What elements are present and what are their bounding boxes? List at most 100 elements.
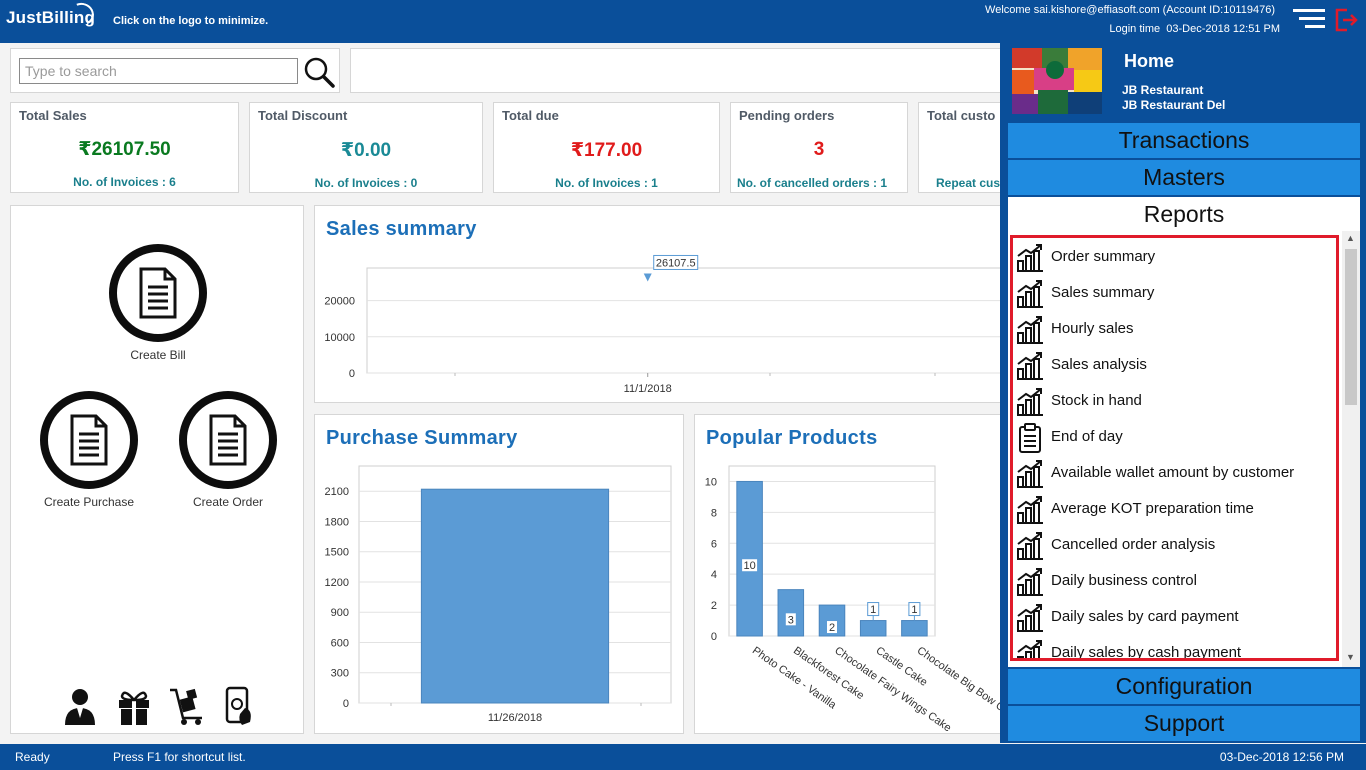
customer-icon[interactable] bbox=[62, 686, 98, 726]
scroll-down-icon[interactable]: ▼ bbox=[1346, 652, 1355, 662]
search-icon[interactable] bbox=[303, 56, 335, 88]
scroll-thumb[interactable] bbox=[1345, 249, 1357, 405]
status-bar: Ready Press F1 for shortcut list. 03-Dec… bbox=[0, 744, 1366, 770]
nav-transactions[interactable]: Transactions bbox=[1008, 123, 1360, 158]
data-label: 3 bbox=[788, 614, 794, 626]
y-tick-label: 2100 bbox=[325, 486, 349, 498]
nav-reports[interactable]: Reports bbox=[1008, 197, 1360, 232]
y-tick-label: 4 bbox=[711, 569, 717, 581]
scroll-up-icon[interactable]: ▲ bbox=[1346, 233, 1355, 243]
search-panel bbox=[10, 48, 340, 93]
business-name-secondary: JB Restaurant Del bbox=[1122, 98, 1226, 112]
reports-list-panel: Order summary Sales summary Hourly sales Sa… bbox=[1008, 231, 1360, 667]
report-item[interactable]: Daily sales by card payment bbox=[1015, 600, 1335, 636]
report-label: Order summary bbox=[1051, 248, 1156, 265]
popular-products-title: Popular Products bbox=[706, 427, 878, 449]
report-item[interactable]: Average KOT preparation time bbox=[1015, 492, 1335, 528]
data-label-box bbox=[653, 254, 699, 270]
x-tick-label: 11/1/2018 bbox=[624, 383, 672, 395]
logout-icon[interactable] bbox=[1333, 7, 1359, 33]
document-icon bbox=[109, 244, 207, 342]
shortcuts-panel: Create Bill Create Purchase Create Order bbox=[10, 205, 304, 734]
stat-value: ₹0.00 bbox=[340, 140, 392, 161]
report-item[interactable]: Hourly sales bbox=[1015, 312, 1335, 348]
stat-title: Total custo bbox=[927, 108, 996, 123]
create-purchase-label: Create Purchase bbox=[43, 495, 135, 509]
report-item[interactable]: Daily sales by cash payment bbox=[1015, 636, 1335, 658]
business-logo[interactable] bbox=[1012, 48, 1102, 114]
report-item[interactable]: Sales analysis bbox=[1015, 348, 1335, 384]
minimize-hint: Click on the logo to minimize. bbox=[113, 15, 269, 27]
report-label: Stock in hand bbox=[1051, 392, 1142, 409]
y-tick-label: 900 bbox=[331, 607, 349, 619]
report-label: End of day bbox=[1051, 428, 1123, 445]
navigation-sidebar: Home JB Restaurant JB Restaurant Del Tra… bbox=[1000, 43, 1366, 743]
data-label: 1 bbox=[870, 604, 876, 616]
nav-masters[interactable]: Masters bbox=[1008, 160, 1360, 195]
report-item[interactable]: Stock in hand bbox=[1015, 384, 1335, 420]
app-logo[interactable]: JustBilling bbox=[6, 0, 98, 29]
hamburger-menu-icon[interactable] bbox=[1293, 9, 1325, 31]
create-bill-label: Create Bill bbox=[130, 348, 186, 362]
create-order-label: Create Order bbox=[192, 495, 264, 509]
status-datetime: 03-Dec-2018 12:56 PM bbox=[1219, 750, 1344, 764]
stat-card-total-customers[interactable]: Total custo Repeat cus bbox=[918, 102, 1008, 193]
nav-support[interactable]: Support bbox=[1008, 706, 1360, 741]
stat-value: ₹26107.50 bbox=[78, 139, 171, 160]
stat-card-total-due[interactable]: Total due ₹177.00 No. of Invoices : 1 bbox=[493, 102, 720, 193]
data-label-box bbox=[826, 620, 838, 635]
report-item[interactable]: Daily business control bbox=[1015, 564, 1335, 600]
y-tick-label: 0 bbox=[349, 368, 355, 380]
status-hint: Press F1 for shortcut list. bbox=[113, 750, 246, 764]
mobile-payment-icon[interactable] bbox=[220, 686, 256, 726]
home-title: Home bbox=[1124, 51, 1175, 71]
report-label: Cancelled order analysis bbox=[1051, 536, 1216, 553]
x-tick-label: Blackforest Cake bbox=[791, 645, 866, 703]
data-label: 26107.5 bbox=[656, 257, 696, 269]
report-item[interactable]: Sales summary bbox=[1015, 276, 1335, 312]
y-tick-label: 1800 bbox=[325, 516, 349, 528]
stat-sub: No. of Invoices : 6 bbox=[73, 175, 176, 189]
data-label: 2 bbox=[829, 622, 835, 634]
stat-card-total-discount[interactable]: Total Discount ₹0.00 No. of Invoices : 0 bbox=[249, 102, 483, 193]
business-name: JB Restaurant bbox=[1122, 83, 1204, 97]
create-bill-button[interactable]: Create Bill bbox=[103, 244, 213, 362]
stat-card-total-sales[interactable]: Total Sales ₹26107.50 No. of Invoices : … bbox=[10, 102, 239, 193]
welcome-text: Welcome sai.kishore@effiasoft.com (Accou… bbox=[985, 4, 1275, 16]
stat-title: Total Sales bbox=[19, 108, 87, 123]
top-bar: JustBilling Click on the logo to minimiz… bbox=[0, 0, 1366, 43]
nav-configuration[interactable]: Configuration bbox=[1008, 669, 1360, 704]
stat-title: Total Discount bbox=[258, 108, 348, 123]
gift-icon[interactable] bbox=[116, 686, 152, 726]
x-tick-label: 11/26/2018 bbox=[488, 712, 542, 724]
data-label: 10 bbox=[743, 560, 755, 572]
stat-value: 3 bbox=[813, 139, 825, 160]
y-tick-label: 20000 bbox=[324, 296, 355, 308]
report-item[interactable]: Cancelled order analysis bbox=[1015, 528, 1335, 564]
reports-scrollbar[interactable]: ▲ ▼ bbox=[1342, 231, 1360, 667]
reports-list: Order summary Sales summary Hourly sales Sa… bbox=[1010, 235, 1339, 661]
purchase-summary-chart: 0 300 600 900 1200 1500 1800 2100 11/26/2018 bbox=[325, 465, 672, 724]
y-tick-label: 1200 bbox=[325, 577, 349, 589]
login-time: Login time 03-Dec-2018 12:51 PM bbox=[1109, 23, 1280, 35]
purchase-summary-title: Purchase Summary bbox=[326, 427, 518, 449]
stat-card-pending-orders[interactable]: Pending orders 3 No. of cancelled orders… bbox=[730, 102, 908, 193]
stat-sub: No. of Invoices : 1 bbox=[555, 176, 658, 190]
search-input[interactable] bbox=[19, 58, 298, 84]
y-tick-label: 10000 bbox=[324, 332, 355, 344]
report-item[interactable]: End of day bbox=[1015, 420, 1335, 456]
create-purchase-button[interactable]: Create Purchase bbox=[34, 391, 144, 509]
report-item[interactable]: Order summary bbox=[1015, 240, 1335, 276]
y-tick-label: 2 bbox=[711, 600, 717, 612]
plot-area bbox=[366, 267, 1006, 374]
delivery-trolley-icon[interactable] bbox=[168, 686, 204, 726]
report-item[interactable]: Available wallet amount by customer bbox=[1015, 456, 1335, 492]
y-tick-label: 0 bbox=[343, 698, 349, 710]
stat-title: Pending orders bbox=[739, 108, 835, 123]
data-label-box bbox=[741, 558, 759, 573]
create-order-button[interactable]: Create Order bbox=[173, 391, 283, 509]
report-label: Average KOT preparation time bbox=[1051, 500, 1254, 517]
bar bbox=[901, 620, 928, 637]
info-panel bbox=[350, 48, 1010, 93]
